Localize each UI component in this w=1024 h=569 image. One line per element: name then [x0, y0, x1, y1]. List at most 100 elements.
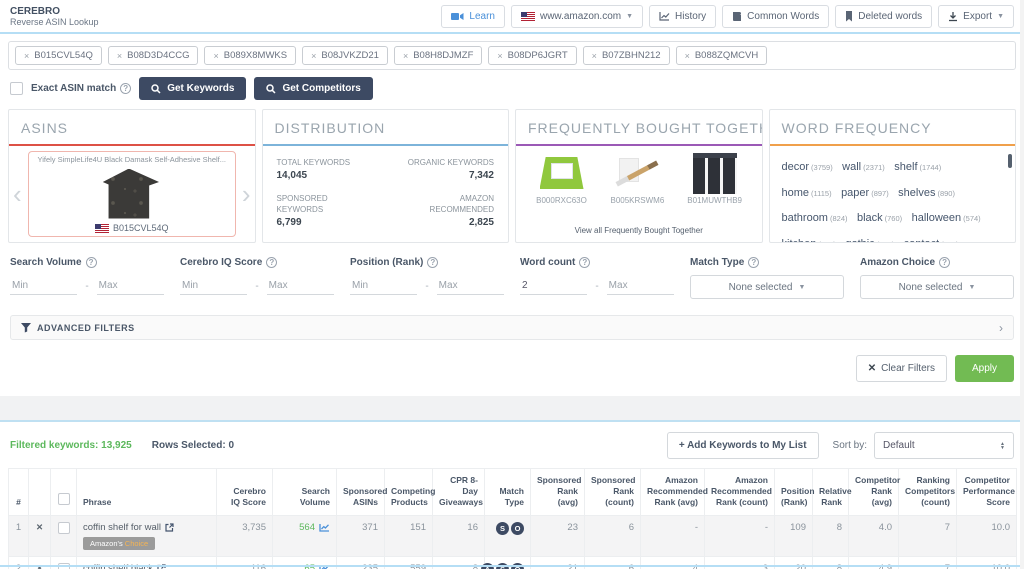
remove-tag-icon[interactable]: × — [24, 51, 29, 61]
column-header[interactable]: Match Type — [485, 469, 531, 516]
advanced-filters-bar[interactable]: ADVANCED FILTERS › — [10, 315, 1014, 340]
hobby-knife-thumbnail — [611, 154, 663, 192]
remove-tag-icon[interactable]: × — [685, 51, 690, 61]
column-header[interactable]: Competing Products — [385, 469, 433, 516]
help-icon[interactable]: ? — [266, 257, 277, 268]
filter-max-input[interactable] — [607, 277, 674, 295]
asin-tag[interactable]: ×B08DP6JGRT — [488, 46, 576, 65]
asin-tag[interactable]: ×B08H8DJMZF — [394, 46, 482, 65]
asin-product-card[interactable]: Yifely SimpleLife4U Black Damask Self-Ad… — [28, 151, 236, 237]
amazons-choice-badge: Amazon's Choice — [83, 537, 155, 550]
remove-tag-icon[interactable]: × — [592, 51, 597, 61]
column-header[interactable]: Cerebro IQ Score — [217, 469, 273, 516]
fbt-product[interactable]: B000RXC63O — [536, 154, 588, 205]
filter-group-search-volume: Search Volume?- — [10, 257, 164, 299]
match-type-cell: ASO — [485, 557, 531, 569]
fbt-product[interactable]: B005KRSWM6 — [611, 154, 665, 205]
filter-max-input[interactable] — [97, 277, 164, 295]
asin-tags-box[interactable]: ×B015CVL54Q ×B08D3D4CCG ×B089X8MWKS ×B08JVK… — [8, 41, 1016, 70]
column-header[interactable] — [29, 469, 51, 516]
filter-min-input[interactable] — [350, 277, 417, 295]
filter-select-value: None selected — [729, 282, 793, 293]
remove-tag-icon[interactable]: × — [403, 51, 408, 61]
carousel-prev-icon[interactable]: ‹ — [9, 181, 26, 207]
clear-filters-button[interactable]: ✕ Clear Filters — [856, 355, 947, 382]
relative-rank-cell: 8 — [813, 557, 849, 569]
help-icon[interactable]: ? — [748, 257, 759, 268]
filter-group-amazon-choice: Amazon Choice? None selected▼ — [860, 257, 1014, 299]
trend-chart-icon[interactable] — [319, 523, 330, 532]
help-icon[interactable]: ? — [579, 257, 590, 268]
column-header[interactable]: Position (Rank) — [775, 469, 813, 516]
remove-tag-icon[interactable]: × — [311, 51, 316, 61]
filter-min-input[interactable] — [180, 277, 247, 295]
remove-tag-icon[interactable]: × — [213, 51, 218, 61]
deleted-words-button[interactable]: Deleted words — [835, 5, 932, 28]
column-header[interactable]: Competitor Performance Score — [957, 469, 1017, 516]
asin-tag[interactable]: × B07ZBHN212 — [583, 46, 670, 65]
export-button[interactable]: Export ▼ — [938, 5, 1014, 28]
asin-tag[interactable]: ×B08JVKZD21 — [302, 46, 388, 65]
column-header[interactable]: Ranking Competitors (count) — [899, 469, 957, 516]
carousel-next-icon[interactable]: › — [238, 181, 255, 207]
asin-tag[interactable]: ×B015CVL54Q — [15, 46, 102, 65]
scrollbar-thumb[interactable] — [1008, 154, 1012, 168]
remove-row-icon[interactable]: ✕ — [36, 522, 43, 532]
column-header[interactable]: Phrase — [77, 469, 217, 516]
column-header[interactable]: CPR 8-Day Giveaways — [433, 469, 485, 516]
filter-min-input[interactable] — [10, 277, 77, 295]
frequency-word: bathroom — [782, 212, 828, 224]
asin-tag[interactable]: ×B088ZQMCVH — [676, 46, 768, 65]
asin-tag[interactable]: ×B089X8MWKS — [204, 46, 296, 65]
fbt-view-all-link[interactable]: View all Frequently Bought Together — [524, 226, 754, 235]
frequency-count: (760) — [885, 214, 903, 223]
help-icon[interactable]: ? — [427, 257, 438, 268]
sort-select[interactable]: Default ▲▼ — [874, 432, 1014, 459]
column-header[interactable]: Relative Rank — [813, 469, 849, 516]
remove-tag-icon[interactable]: × — [497, 51, 502, 61]
chevron-down-icon: ▼ — [969, 284, 976, 291]
apply-button[interactable]: Apply — [955, 355, 1014, 382]
external-link-icon[interactable] — [165, 523, 174, 532]
column-header[interactable]: Competitor Rank (avg) — [849, 469, 899, 516]
exact-asin-match-checkbox[interactable] — [10, 82, 23, 95]
column-header[interactable]: Sponsored Rank (avg) — [531, 469, 585, 516]
column-header[interactable]: # — [9, 469, 29, 516]
column-header[interactable]: Amazon Recommended Rank (avg) — [641, 469, 705, 516]
page-scrollbar[interactable] — [1020, 0, 1024, 569]
fbt-product[interactable]: B01MUWTHB9 — [687, 154, 742, 205]
sort-by-label: Sort by: — [833, 440, 867, 451]
learn-button[interactable]: Learn — [441, 5, 505, 28]
get-competitors-button[interactable]: Get Competitors — [254, 77, 372, 100]
help-icon[interactable]: ? — [86, 257, 97, 268]
asin-tag-label: B07ZBHN212 — [602, 50, 661, 61]
column-header[interactable] — [51, 469, 77, 516]
select-all-checkbox[interactable] — [58, 493, 70, 505]
filter-min-input[interactable] — [520, 277, 587, 295]
filter-label: Amazon Choice? — [860, 257, 1014, 268]
frequency-count: (1744) — [920, 163, 942, 172]
common-words-button[interactable]: Common Words — [722, 5, 829, 28]
marketplace-select[interactable]: www.amazon.com ▼ — [511, 5, 643, 28]
row-checkbox[interactable] — [58, 522, 70, 534]
remove-tag-icon[interactable]: × — [117, 51, 122, 61]
table-row: 2✕coffin shelf black116652355598ASO21643… — [9, 557, 1017, 569]
help-icon[interactable]: ? — [939, 257, 950, 268]
fbt-panel-body: B000RXC63O B005KRSWM6 B01MUWTHB9 View all … — [516, 146, 762, 242]
column-header[interactable]: Sponsored Rank (count) — [585, 469, 641, 516]
history-button[interactable]: History — [649, 5, 716, 28]
column-header[interactable]: Sponsored ASINs — [337, 469, 385, 516]
add-keywords-button[interactable]: + Add Keywords to My List — [667, 432, 819, 459]
asin-tag[interactable]: ×B08D3D4CCG — [108, 46, 199, 65]
filter-max-input[interactable] — [267, 277, 334, 295]
filter-max-input[interactable] — [437, 277, 504, 295]
column-header[interactable]: Search Volume — [273, 469, 337, 516]
filter-select[interactable]: None selected▼ — [690, 275, 844, 299]
filter-select[interactable]: None selected▼ — [860, 275, 1014, 299]
column-header[interactable]: Amazon Recommended Rank (count) — [705, 469, 775, 516]
help-icon[interactable]: ? — [120, 83, 131, 94]
bottom-divider — [0, 565, 1024, 567]
get-keywords-button[interactable]: Get Keywords — [139, 77, 246, 100]
keyword-phrase[interactable]: coffin shelf for wall — [83, 522, 174, 533]
word-frequency-panel: WORD FREQUENCY decor(3759) wall(2371) sh… — [769, 109, 1017, 243]
